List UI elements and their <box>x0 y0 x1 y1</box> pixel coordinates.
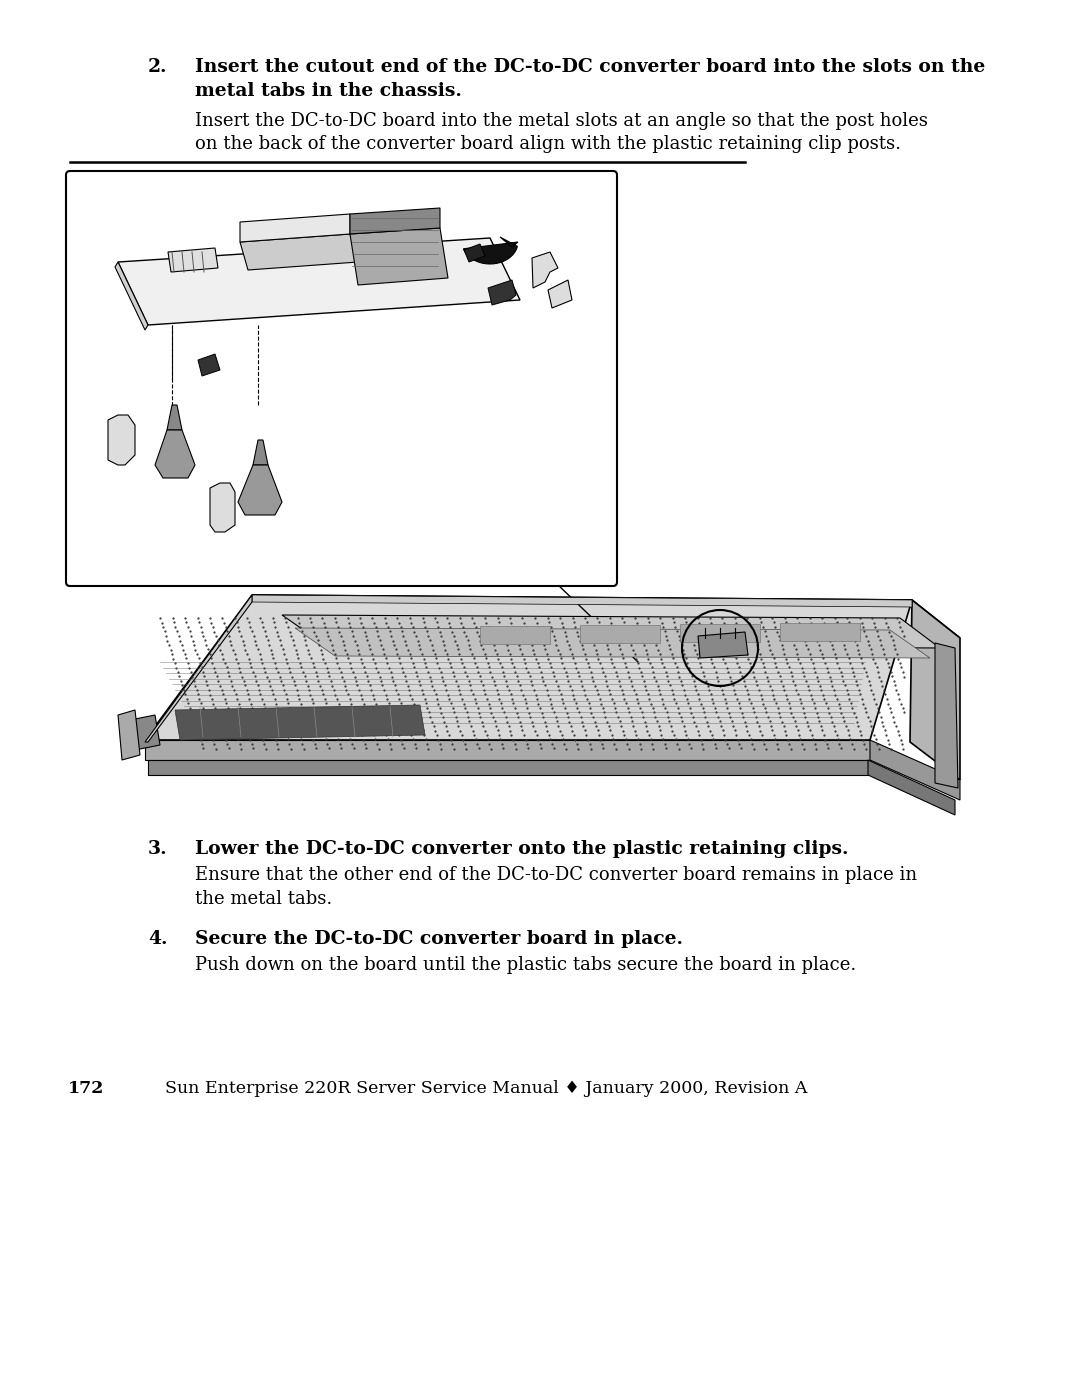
Polygon shape <box>118 237 519 326</box>
Text: 2.: 2. <box>148 59 167 75</box>
Polygon shape <box>198 353 220 376</box>
Polygon shape <box>145 595 252 742</box>
Polygon shape <box>118 710 140 760</box>
Polygon shape <box>350 208 440 235</box>
Polygon shape <box>148 760 868 775</box>
Polygon shape <box>240 235 357 270</box>
Polygon shape <box>480 626 550 644</box>
Text: metal tabs in the chassis.: metal tabs in the chassis. <box>195 82 462 101</box>
Text: Insert the cutout end of the DC-to-DC converter board into the slots on the: Insert the cutout end of the DC-to-DC co… <box>195 59 985 75</box>
Text: 4.: 4. <box>148 930 167 949</box>
Polygon shape <box>680 624 760 643</box>
Text: 172: 172 <box>68 1080 105 1097</box>
Text: Insert the DC-to-DC board into the metal slots at an angle so that the post hole: Insert the DC-to-DC board into the metal… <box>195 112 928 130</box>
Polygon shape <box>252 595 960 638</box>
Polygon shape <box>168 249 218 272</box>
Polygon shape <box>464 244 485 263</box>
Polygon shape <box>145 595 912 740</box>
Polygon shape <box>210 483 235 532</box>
Polygon shape <box>252 595 912 608</box>
Text: Push down on the board until the plastic tabs secure the board in place.: Push down on the board until the plastic… <box>195 956 856 974</box>
Polygon shape <box>130 715 160 750</box>
Polygon shape <box>238 465 282 515</box>
Polygon shape <box>282 615 940 648</box>
Polygon shape <box>253 440 268 465</box>
Text: Sun Enterprise 220R Server Service Manual ♦ January 2000, Revision A: Sun Enterprise 220R Server Service Manua… <box>165 1080 808 1097</box>
Polygon shape <box>548 279 572 307</box>
Text: the metal tabs.: the metal tabs. <box>195 890 333 908</box>
Text: Ensure that the other end of the DC-to-DC converter board remains in place in: Ensure that the other end of the DC-to-D… <box>195 866 917 884</box>
FancyBboxPatch shape <box>66 170 617 585</box>
Polygon shape <box>350 228 448 285</box>
Polygon shape <box>935 643 958 788</box>
Text: Secure the DC-to-DC converter board in place.: Secure the DC-to-DC converter board in p… <box>195 930 683 949</box>
Polygon shape <box>145 740 870 760</box>
Polygon shape <box>240 214 350 242</box>
Text: on the back of the converter board align with the plastic retaining clip posts.: on the back of the converter board align… <box>195 136 901 154</box>
Polygon shape <box>870 740 960 800</box>
Polygon shape <box>910 599 960 780</box>
Polygon shape <box>175 705 426 740</box>
Polygon shape <box>108 415 135 465</box>
Polygon shape <box>532 251 558 288</box>
Text: Lower the DC-to-DC converter onto the plastic retaining clips.: Lower the DC-to-DC converter onto the pl… <box>195 840 849 858</box>
Polygon shape <box>780 623 860 641</box>
Polygon shape <box>463 237 518 264</box>
Polygon shape <box>295 629 930 658</box>
Polygon shape <box>698 631 748 658</box>
Polygon shape <box>488 279 516 305</box>
Polygon shape <box>167 405 183 430</box>
Polygon shape <box>868 760 955 814</box>
Text: 3.: 3. <box>148 840 167 858</box>
Polygon shape <box>580 624 660 643</box>
Polygon shape <box>156 430 195 478</box>
Polygon shape <box>114 263 148 330</box>
